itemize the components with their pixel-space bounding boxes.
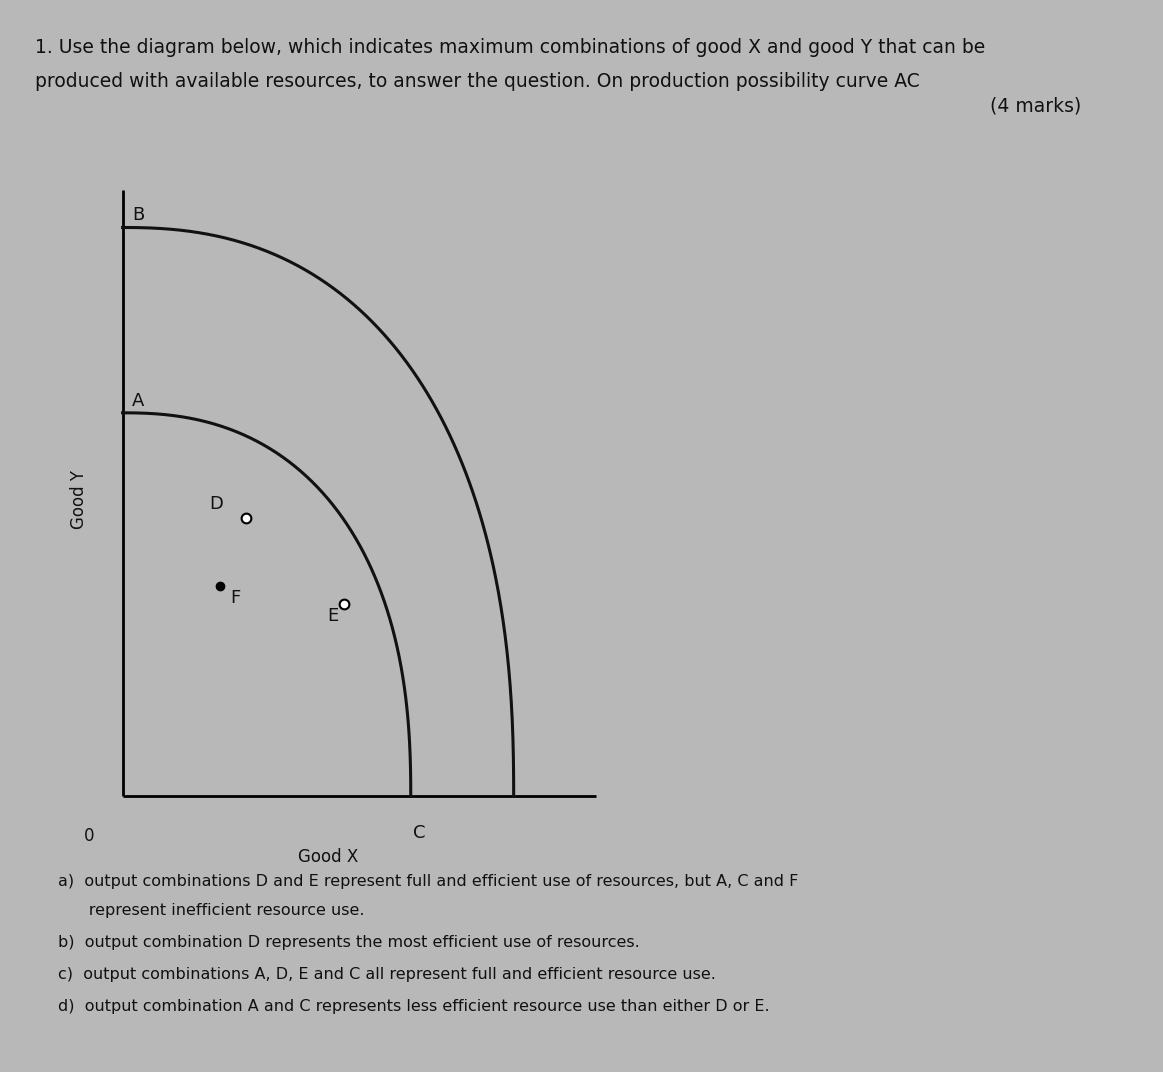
- Text: a)  output combinations D and E represent full and efficient use of resources, b: a) output combinations D and E represent…: [58, 874, 799, 889]
- Text: b)  output combination D represents the most efficient use of resources.: b) output combination D represents the m…: [58, 935, 640, 950]
- Text: F: F: [230, 589, 241, 607]
- Text: Good X: Good X: [298, 848, 358, 866]
- Text: 1. Use the diagram below, which indicates maximum combinations of good X and goo: 1. Use the diagram below, which indicate…: [35, 38, 985, 57]
- Text: Good Y: Good Y: [70, 470, 88, 528]
- Text: E: E: [328, 608, 338, 625]
- Text: B: B: [131, 207, 144, 224]
- Text: 0: 0: [84, 827, 94, 845]
- Text: c)  output combinations A, D, E and C all represent full and efficient resource : c) output combinations A, D, E and C all…: [58, 967, 716, 982]
- Text: C: C: [413, 823, 426, 842]
- Text: (4 marks): (4 marks): [991, 96, 1082, 116]
- Text: d)  output combination A and C represents less efficient resource use than eithe: d) output combination A and C represents…: [58, 999, 770, 1014]
- Text: A: A: [131, 391, 144, 410]
- Text: D: D: [209, 495, 223, 512]
- Text: produced with available resources, to answer the question. On production possibi: produced with available resources, to an…: [35, 72, 920, 91]
- Text: represent inefficient resource use.: represent inefficient resource use.: [58, 903, 365, 918]
